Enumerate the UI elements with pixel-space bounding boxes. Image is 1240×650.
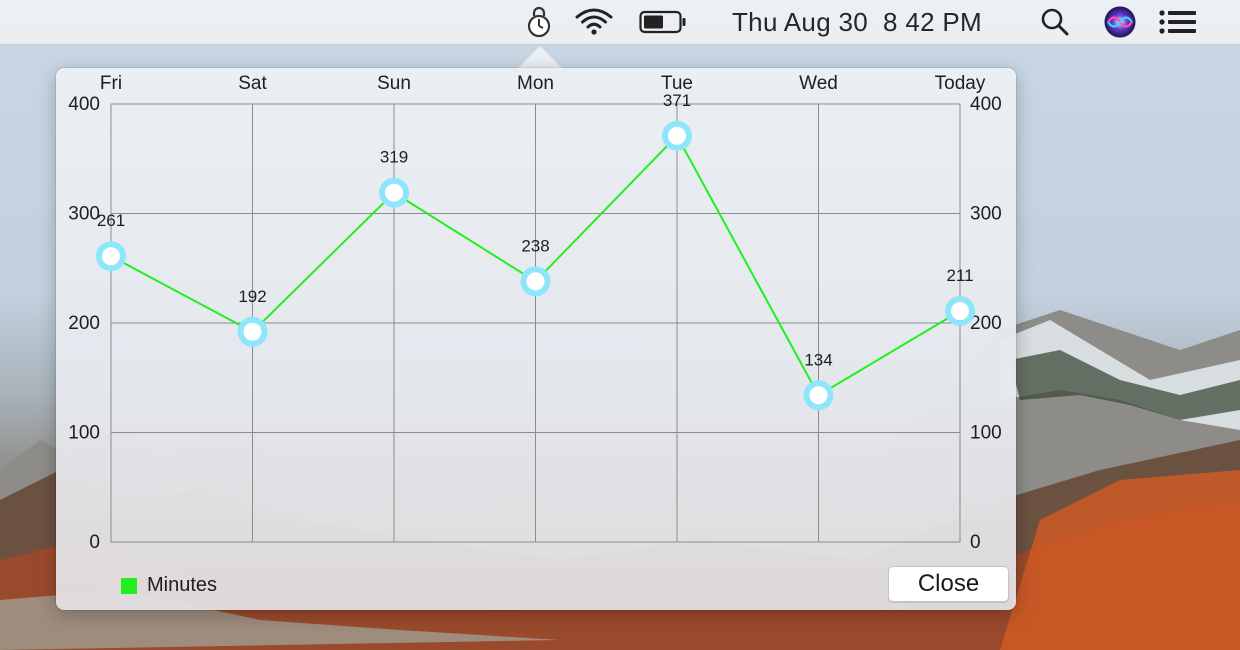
data-point-label: 192 [238,287,266,306]
data-point-label: 211 [946,266,973,285]
stats-popover: 0 0 100 100 200 200 300 300 400 400 Fri Sat Sun Mon Tu… [56,68,1016,610]
x-category-label: Mon [517,73,554,94]
wifi-icon[interactable] [572,0,616,44]
data-point-marker [96,241,126,272]
y-tick-label-left: 300 [68,204,100,225]
y-tick-label-right: 0 [970,532,981,553]
data-point-marker [945,295,975,326]
data-point-label: 261 [97,211,125,230]
search-icon[interactable] [1038,0,1072,44]
data-point-label: 238 [521,236,549,255]
battery-icon[interactable] [638,0,688,44]
x-category-label: Wed [799,73,838,94]
notification-center-icon[interactable] [1156,0,1200,44]
data-point-label: 371 [663,91,691,110]
y-tick-label-right: 300 [970,204,1002,225]
clock-text: Thu Aug 30 8 42 PM [732,6,982,37]
timer-lock-icon[interactable] [524,0,554,44]
x-category-label: Fri [100,73,122,94]
data-point-marker [803,380,834,411]
menu-bar-clock[interactable]: Thu Aug 30 8 42 PM [716,0,998,44]
y-tick-label-left: 200 [68,313,100,334]
legend-label: Minutes [147,574,218,596]
y-tick-label-left: 100 [68,423,100,444]
data-point-marker [520,266,551,297]
y-tick-label-left: 0 [89,532,100,553]
data-point-marker [237,316,268,347]
y-tick-label-right: 100 [970,423,1002,444]
data-point-label: 319 [380,148,408,167]
x-category-label: Tue [661,73,693,94]
close-button[interactable]: Close [888,566,1009,602]
legend-swatch [121,577,137,594]
data-point-marker [379,177,409,208]
x-category-label: Sat [238,73,267,94]
menu-bar: Thu Aug 30 8 42 PM [0,0,1240,45]
popover-arrow [516,46,564,70]
data-point-label: 134 [804,350,832,369]
chart-legend: Minutes [121,574,217,597]
y-tick-label-left: 400 [68,94,100,115]
siri-icon[interactable] [1102,0,1138,44]
data-point-marker [662,120,692,151]
y-tick-label-right: 400 [970,94,1002,115]
y-tick-label-right: 200 [970,313,1002,334]
x-category-label: Today [935,73,986,94]
x-category-label: Sun [377,73,411,94]
